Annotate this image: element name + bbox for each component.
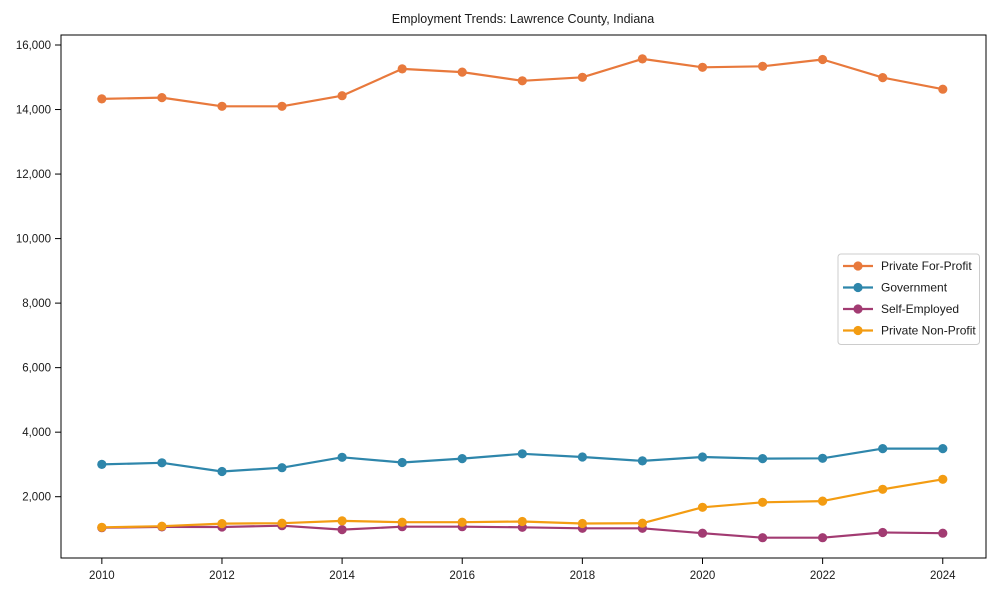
data-point-private-for-profit xyxy=(277,101,287,111)
data-point-self-employed xyxy=(337,525,347,535)
data-point-self-employed xyxy=(697,528,708,538)
data-point-private-non-profit xyxy=(758,497,768,507)
data-point-government xyxy=(818,453,828,463)
data-point-private-non-profit xyxy=(517,516,527,527)
x-axis-tick-label: 2010 xyxy=(89,570,115,582)
data-point-government xyxy=(397,457,407,468)
legend-marker xyxy=(853,325,863,336)
legend-marker xyxy=(853,304,863,314)
y-axis-tick-label: 12,000 xyxy=(16,169,51,181)
data-point-self-employed xyxy=(818,533,828,543)
data-point-private-non-profit xyxy=(818,496,828,506)
legend: Private For-Profit Government Self-Employe… xyxy=(837,253,980,345)
data-point-private-for-profit xyxy=(97,94,107,104)
data-point-private-for-profit xyxy=(637,54,648,64)
data-point-government xyxy=(157,458,167,468)
data-point-government xyxy=(277,463,287,473)
data-point-private-non-profit xyxy=(878,484,888,494)
data-point-private-non-profit xyxy=(217,519,227,529)
legend-marker xyxy=(853,282,863,293)
legend-item-government: Government xyxy=(843,281,948,295)
data-point-government xyxy=(217,466,227,477)
data-point-private-for-profit xyxy=(397,64,407,74)
data-point-government xyxy=(457,454,467,464)
data-point-private-for-profit xyxy=(758,61,768,71)
y-axis-tick-label: 2,000 xyxy=(22,492,51,504)
data-point-government xyxy=(97,459,107,469)
y-axis-tick-label: 6,000 xyxy=(22,363,51,375)
data-point-self-employed xyxy=(758,533,768,543)
y-axis-tick-label: 16,000 xyxy=(16,40,51,52)
data-point-private-non-profit xyxy=(337,516,347,526)
legend-item-private-for-profit: Private For-Profit xyxy=(843,259,972,273)
data-point-private-non-profit xyxy=(457,517,467,527)
legend-label: Private Non-Profit xyxy=(881,324,976,338)
x-axis-tick-label: 2018 xyxy=(570,570,596,582)
data-point-private-non-profit xyxy=(157,521,167,531)
data-point-government xyxy=(697,452,708,462)
chart-title: Employment Trends: Lawrence County, Indi… xyxy=(392,12,654,26)
legend-item-self-employed: Self-Employed xyxy=(843,302,959,316)
data-point-private-non-profit xyxy=(938,474,948,484)
data-point-private-non-profit xyxy=(397,517,407,527)
legend-item-private-non-profit: Private Non-Profit xyxy=(843,324,976,338)
y-axis-tick-label: 8,000 xyxy=(22,298,51,310)
data-point-self-employed xyxy=(878,527,888,538)
data-point-government xyxy=(577,452,588,462)
legend-box xyxy=(837,253,980,345)
data-point-government xyxy=(337,452,347,462)
data-point-private-for-profit xyxy=(697,62,708,72)
data-point-private-for-profit xyxy=(217,101,227,111)
legend-label: Self-Employed xyxy=(881,302,959,316)
legend-marker xyxy=(853,261,863,271)
y-axis-tick-label: 10,000 xyxy=(16,234,51,246)
data-point-private-for-profit xyxy=(577,72,588,82)
data-point-private-for-profit xyxy=(938,84,948,94)
data-point-government xyxy=(758,454,768,464)
x-axis-tick-label: 2020 xyxy=(690,570,716,582)
x-axis-tick-label: 2022 xyxy=(810,570,836,582)
legend-label: Government xyxy=(881,281,948,295)
data-point-private-non-profit xyxy=(577,518,588,529)
data-point-private-non-profit xyxy=(637,518,648,528)
data-point-private-for-profit xyxy=(818,54,828,65)
data-point-private-for-profit xyxy=(157,93,167,103)
data-point-private-for-profit xyxy=(457,67,467,77)
plot-layer: 2,000 4,000 6,000 8,000 10,000 12,000 14,000 16… xyxy=(16,34,987,582)
x-axis-tick-label: 2014 xyxy=(329,570,355,582)
data-point-government xyxy=(637,456,648,466)
data-point-government xyxy=(938,444,948,454)
x-axis-tick-label: 2024 xyxy=(930,570,956,582)
legend-label: Private For-Profit xyxy=(881,259,972,273)
data-point-private-non-profit xyxy=(277,518,287,528)
data-point-self-employed xyxy=(938,528,948,538)
data-point-private-for-profit xyxy=(337,91,347,101)
data-point-private-non-profit xyxy=(697,502,708,512)
y-axis-tick-label: 14,000 xyxy=(16,105,51,117)
x-axis-tick-label: 2016 xyxy=(449,570,475,582)
x-axis-tick-label: 2012 xyxy=(209,570,235,582)
data-point-government xyxy=(878,444,888,454)
data-point-government xyxy=(517,449,527,459)
y-axis-tick-label: 4,000 xyxy=(22,427,51,439)
data-point-private-for-profit xyxy=(878,73,888,83)
data-point-private-for-profit xyxy=(517,76,527,86)
data-point-private-non-profit xyxy=(97,522,107,532)
